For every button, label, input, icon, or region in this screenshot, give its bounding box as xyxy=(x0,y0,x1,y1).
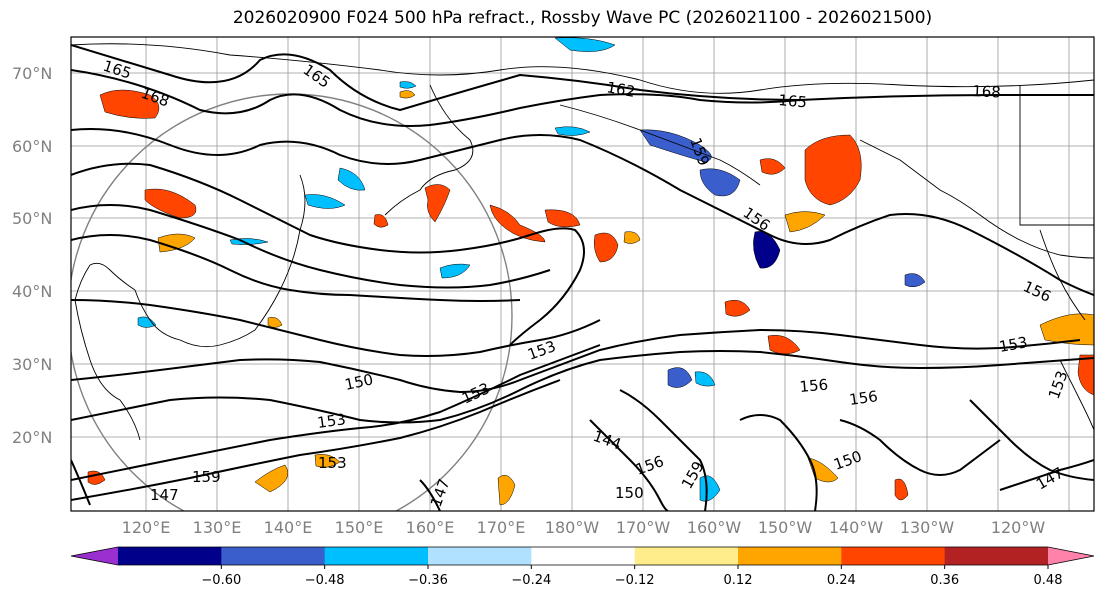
positive-patch xyxy=(544,209,581,228)
negative-patch xyxy=(439,263,471,279)
positive-patch xyxy=(267,317,283,328)
lon-label: 130°W xyxy=(900,518,955,537)
lat-label: 60°N xyxy=(12,137,52,156)
positive-patch xyxy=(314,454,341,468)
negative-patch xyxy=(699,168,741,197)
lat-label: 70°N xyxy=(12,64,52,83)
lat-label: 40°N xyxy=(12,282,52,301)
colorbar-tick-label: −0.48 xyxy=(305,573,345,588)
anomaly-shading xyxy=(87,37,1094,506)
colorbar-box xyxy=(634,547,739,565)
contour-label: 156 xyxy=(848,387,879,409)
positive-patch xyxy=(1039,313,1094,346)
colorbar-box xyxy=(118,547,222,565)
positive-patch xyxy=(99,89,160,119)
colorbar-box xyxy=(221,547,326,565)
colorbar-outline xyxy=(70,546,1095,566)
map-panel xyxy=(71,37,1094,511)
colorbar-extend-min xyxy=(71,547,118,565)
positive-patch xyxy=(784,211,826,233)
longitude-labels: 120°E 130°E 140°E 150°E 160°E 170°E 180°… xyxy=(122,518,1046,537)
coastlines xyxy=(71,43,1094,441)
negative-patch xyxy=(554,37,616,52)
lon-label: 170°W xyxy=(616,518,671,537)
latitude-labels: 70°N 60°N 50°N 40°N 30°N 20°N xyxy=(12,64,52,447)
colorbar-box xyxy=(428,547,532,565)
contour-label: 165 xyxy=(778,91,808,111)
positive-patch xyxy=(623,231,641,244)
colorbar-box xyxy=(531,547,636,565)
map-frame xyxy=(70,36,1095,512)
lon-label: 180°W xyxy=(545,518,600,537)
contour-label: 150 xyxy=(343,370,375,394)
contour-label: 153 xyxy=(318,454,347,472)
contour-label: 153 xyxy=(998,333,1029,356)
lon-label: 120°W xyxy=(991,518,1046,537)
colorbar-tick-label: −0.24 xyxy=(511,573,551,588)
positive-patch xyxy=(767,335,801,355)
colorbar-tick-label: −0.12 xyxy=(615,573,655,588)
colorbar-tick-label: −0.36 xyxy=(408,573,448,588)
lon-label: 160°E xyxy=(406,518,455,537)
positive-patch xyxy=(804,134,862,206)
lon-label: 170°E xyxy=(477,518,526,537)
negative-patch xyxy=(554,126,591,136)
colorbar-box xyxy=(841,547,946,565)
colorbar-tick-label: 0.12 xyxy=(724,573,753,588)
colorbar: −0.60 −0.48 −0.36 −0.24 −0.12 0.12 0.24 0.36 0.4… xyxy=(70,546,1095,588)
contour-label: 162 xyxy=(605,78,636,101)
positive-patch xyxy=(894,478,909,501)
negative-patch xyxy=(667,367,693,388)
colorbar-extend-max xyxy=(1048,547,1094,565)
negative-patch xyxy=(904,273,926,288)
positive-patch xyxy=(254,464,289,493)
colorbar-box xyxy=(738,547,842,565)
positive-patch xyxy=(759,158,786,175)
positive-patch xyxy=(489,204,546,243)
positive-patch xyxy=(144,188,197,219)
positive-patch xyxy=(399,90,416,99)
positive-patch xyxy=(424,184,451,223)
lat-label: 20°N xyxy=(12,428,52,447)
colorbar-tick-label: −0.60 xyxy=(201,573,241,588)
positive-patch xyxy=(724,300,751,317)
lon-label: 140°E xyxy=(264,518,313,537)
height-contours xyxy=(71,44,1094,511)
lon-label: 130°E xyxy=(193,518,242,537)
lon-label: 160°W xyxy=(687,518,742,537)
negative-patch xyxy=(137,316,157,328)
lon-label: 150°W xyxy=(758,518,813,537)
negative-patch xyxy=(699,475,721,502)
colorbar-tick-label: 0.48 xyxy=(1034,573,1063,588)
colorbar-tick-label: 0.24 xyxy=(827,573,856,588)
contour-label: 153 xyxy=(316,410,347,432)
lon-label: 150°E xyxy=(335,518,384,537)
contour-label: 159 xyxy=(192,468,221,486)
contour-label: 147 xyxy=(150,486,179,504)
colorbar-tick-label: 0.36 xyxy=(930,573,959,588)
contour-label: 150 xyxy=(615,484,644,502)
contour-label: 168 xyxy=(972,82,1002,101)
colorbar-box xyxy=(944,547,1049,565)
positive-patch xyxy=(497,474,516,506)
negative-patch xyxy=(694,371,716,387)
negative-patch xyxy=(304,194,346,209)
contour-label: 156 xyxy=(799,376,829,396)
positive-patch xyxy=(593,232,619,263)
lat-label: 30°N xyxy=(12,355,52,374)
colorbar-box xyxy=(324,547,429,565)
lat-label: 50°N xyxy=(12,209,52,228)
positive-patch xyxy=(373,214,389,228)
gridlines xyxy=(71,37,1094,511)
lon-label: 120°E xyxy=(122,518,171,537)
lon-label: 140°W xyxy=(829,518,884,537)
negative-patch xyxy=(337,167,366,191)
negative-patch xyxy=(399,81,417,89)
positive-patch xyxy=(157,233,196,253)
map-title: 2026020900 F024 500 hPa refract., Rossby… xyxy=(232,8,933,28)
